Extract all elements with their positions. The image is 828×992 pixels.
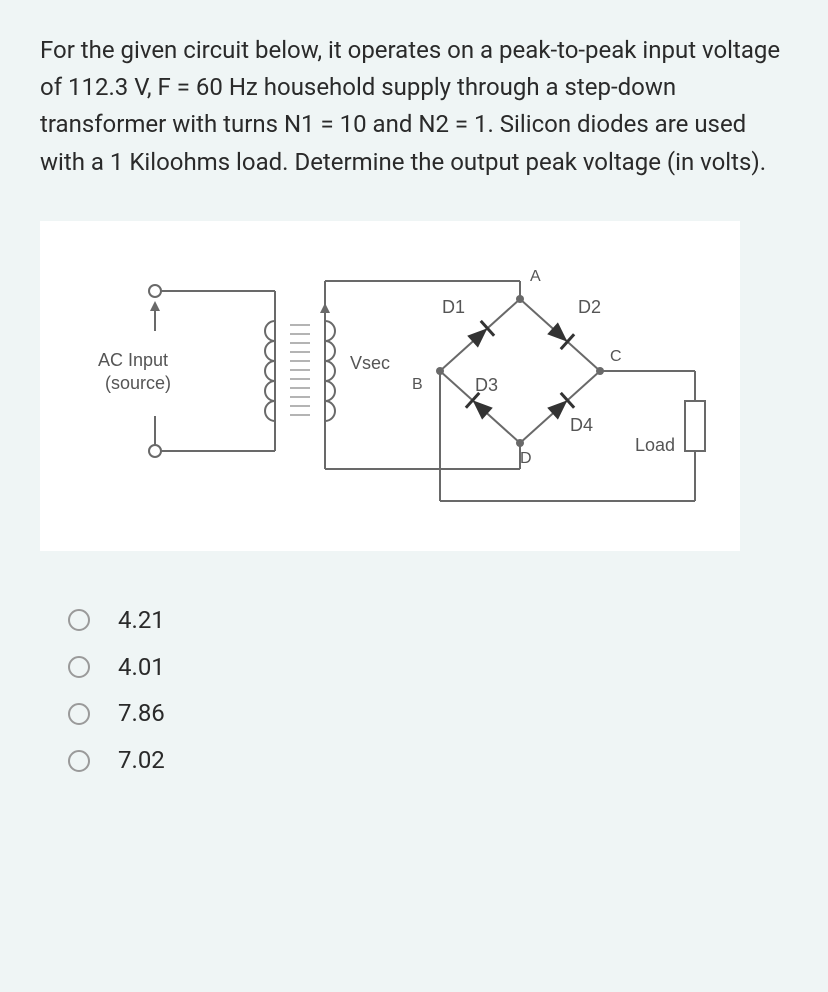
option-3[interactable]: 7.86 [68, 699, 788, 728]
radio-icon [68, 703, 90, 725]
option-label: 4.01 [118, 653, 165, 682]
option-label: 7.86 [118, 699, 165, 728]
radio-icon [68, 609, 90, 631]
option-2[interactable]: 4.01 [68, 653, 788, 682]
option-1[interactable]: 4.21 [68, 606, 788, 635]
d3-label: D3 [475, 375, 498, 395]
option-label: 4.21 [118, 606, 165, 635]
node-c: C [610, 348, 622, 365]
radio-icon [68, 750, 90, 772]
option-4[interactable]: 7.02 [68, 746, 788, 775]
node-a: A [530, 268, 541, 285]
option-label: 7.02 [118, 746, 165, 775]
vsec-label: Vsec [350, 353, 390, 373]
radio-icon [68, 656, 90, 678]
d2-label: D2 [578, 297, 601, 317]
ac-input-label-bottom: (source) [105, 373, 171, 393]
options-group: 4.21 4.01 7.86 7.02 [68, 606, 788, 775]
question-text: For the given circuit below, it operates… [40, 32, 788, 181]
ac-input-label-top: AC Input [98, 350, 168, 370]
load-label: Load [635, 435, 675, 455]
circuit-diagram: AC Input (source) [40, 221, 740, 551]
node-d: D [520, 450, 532, 467]
d1-label: D1 [442, 297, 465, 317]
d4-label: D4 [570, 415, 593, 435]
node-b: B [412, 376, 423, 393]
